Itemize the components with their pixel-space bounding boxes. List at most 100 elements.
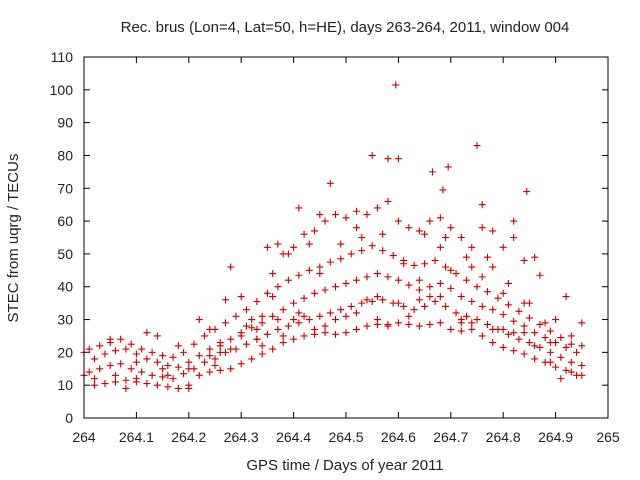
data-point	[520, 329, 528, 337]
data-point	[478, 332, 486, 340]
data-point	[347, 250, 355, 258]
data-point	[122, 376, 130, 384]
plot-frame	[83, 56, 609, 419]
data-point	[274, 240, 282, 248]
data-point	[295, 204, 303, 212]
data-point	[379, 247, 387, 255]
data-point	[531, 329, 539, 337]
data-point	[489, 339, 497, 347]
data-point	[536, 320, 544, 328]
data-point	[279, 332, 287, 340]
data-point	[368, 297, 376, 305]
data-point	[510, 217, 518, 225]
data-point	[248, 316, 256, 324]
data-point	[447, 284, 455, 292]
data-point	[483, 320, 491, 328]
data-point	[421, 230, 429, 238]
data-point	[269, 312, 277, 320]
data-point	[415, 296, 423, 304]
data-point	[106, 335, 114, 343]
data-point	[415, 227, 423, 235]
data-point	[515, 307, 523, 315]
data-point	[368, 242, 376, 250]
data-point	[578, 371, 586, 379]
data-point	[468, 325, 476, 333]
y-tick-label: 40	[57, 279, 73, 295]
data-point	[499, 311, 507, 319]
data-point	[447, 325, 455, 333]
data-point	[195, 316, 203, 324]
data-point	[410, 261, 418, 269]
data-point	[138, 345, 146, 353]
y-tick-label: 30	[57, 312, 73, 328]
y-tick-label: 50	[57, 246, 73, 262]
data-point	[185, 358, 193, 366]
data-point	[185, 384, 193, 392]
data-point	[211, 361, 219, 369]
data-point	[284, 250, 292, 258]
data-point	[90, 375, 98, 383]
data-point	[405, 312, 413, 320]
data-point	[201, 358, 209, 366]
data-point	[232, 312, 240, 320]
data-point	[546, 358, 554, 366]
data-point	[153, 381, 161, 389]
data-point	[284, 322, 292, 330]
data-point	[185, 365, 193, 373]
data-point	[300, 294, 308, 302]
data-point	[452, 309, 460, 317]
data-points	[80, 81, 586, 392]
data-point	[457, 327, 465, 335]
data-point	[227, 365, 235, 373]
data-point	[384, 320, 392, 328]
data-point	[421, 302, 429, 310]
data-point	[263, 243, 271, 251]
data-point	[510, 234, 518, 241]
data-point	[195, 371, 203, 379]
data-point	[394, 276, 402, 284]
data-point	[279, 339, 287, 347]
data-point	[290, 299, 298, 307]
data-point	[504, 330, 512, 338]
data-point	[415, 322, 423, 330]
data-point	[337, 306, 345, 314]
data-point	[525, 299, 533, 307]
data-point	[552, 363, 560, 371]
data-point	[473, 142, 481, 150]
data-point	[242, 322, 250, 330]
data-point	[363, 296, 371, 304]
data-point	[263, 330, 271, 338]
data-point	[269, 293, 277, 301]
data-point	[227, 263, 235, 271]
data-point	[442, 234, 450, 241]
y-tick-label: 0	[65, 410, 73, 426]
data-point	[211, 355, 219, 363]
data-point	[311, 325, 319, 333]
data-point	[85, 368, 93, 376]
data-point	[363, 273, 371, 281]
data-point	[148, 371, 156, 379]
data-point	[536, 343, 544, 351]
data-point	[321, 322, 329, 330]
data-point	[321, 329, 329, 337]
data-point	[290, 335, 298, 343]
data-point	[520, 322, 528, 330]
data-point	[478, 224, 486, 232]
data-point	[326, 309, 334, 317]
data-point	[206, 352, 214, 360]
data-point	[436, 319, 444, 327]
data-point	[111, 371, 119, 379]
data-point	[132, 358, 140, 366]
data-point	[405, 281, 413, 289]
data-point	[567, 340, 575, 348]
data-point	[332, 283, 340, 291]
data-point	[394, 217, 402, 225]
data-point	[457, 319, 465, 327]
data-point	[316, 270, 324, 278]
data-point	[468, 297, 476, 305]
data-point	[531, 355, 539, 363]
data-point	[258, 319, 266, 327]
data-point	[316, 312, 324, 320]
data-point	[567, 368, 575, 376]
y-tick-label: 60	[57, 213, 73, 229]
